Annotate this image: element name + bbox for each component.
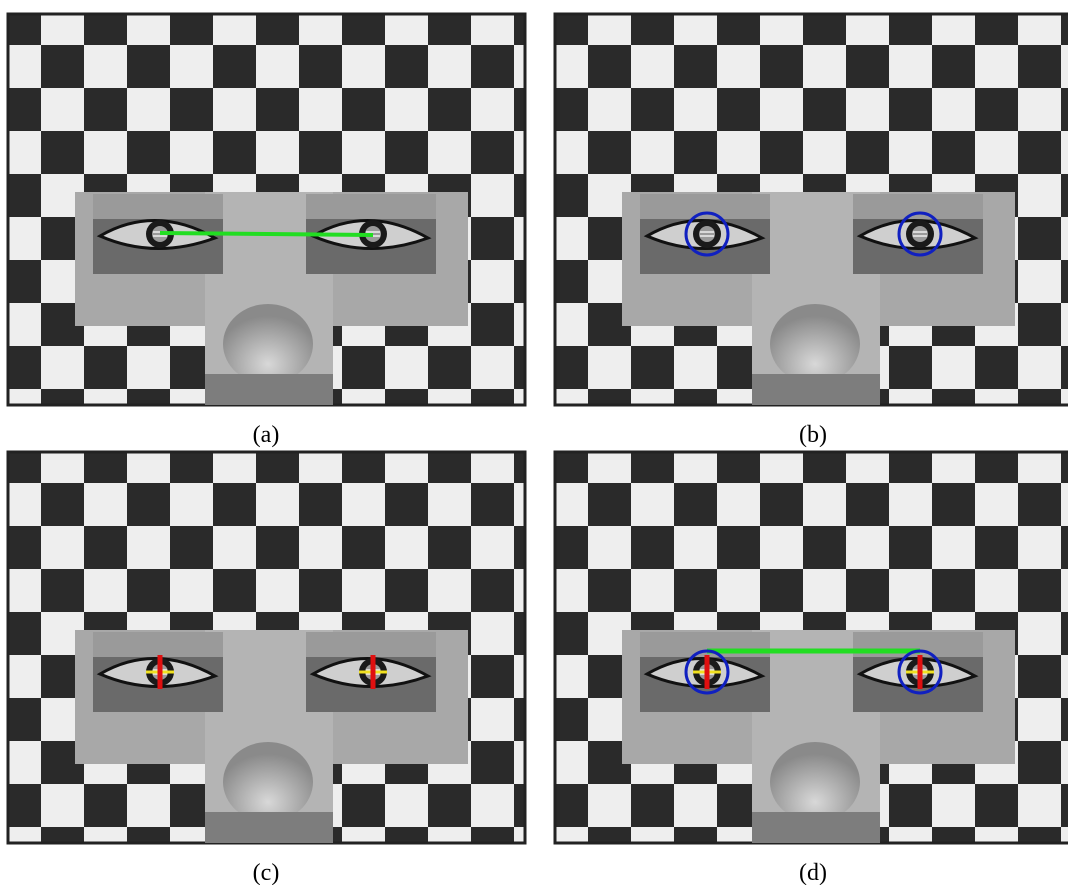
panel-label: (b) <box>799 422 827 448</box>
figure: (a) (b) (c) (d) <box>0 0 1068 885</box>
pupil-line <box>160 233 373 235</box>
panel-a <box>8 14 525 405</box>
page: (a) (b) (c) (d) (() => { const data = JS… <box>0 0 1068 885</box>
panel-c <box>8 452 525 843</box>
panel-label: (c) <box>253 860 280 885</box>
panel-label: (a) <box>253 422 280 448</box>
panel-label: (d) <box>799 860 827 885</box>
panel-b <box>555 14 1068 405</box>
panel-d <box>555 452 1068 843</box>
